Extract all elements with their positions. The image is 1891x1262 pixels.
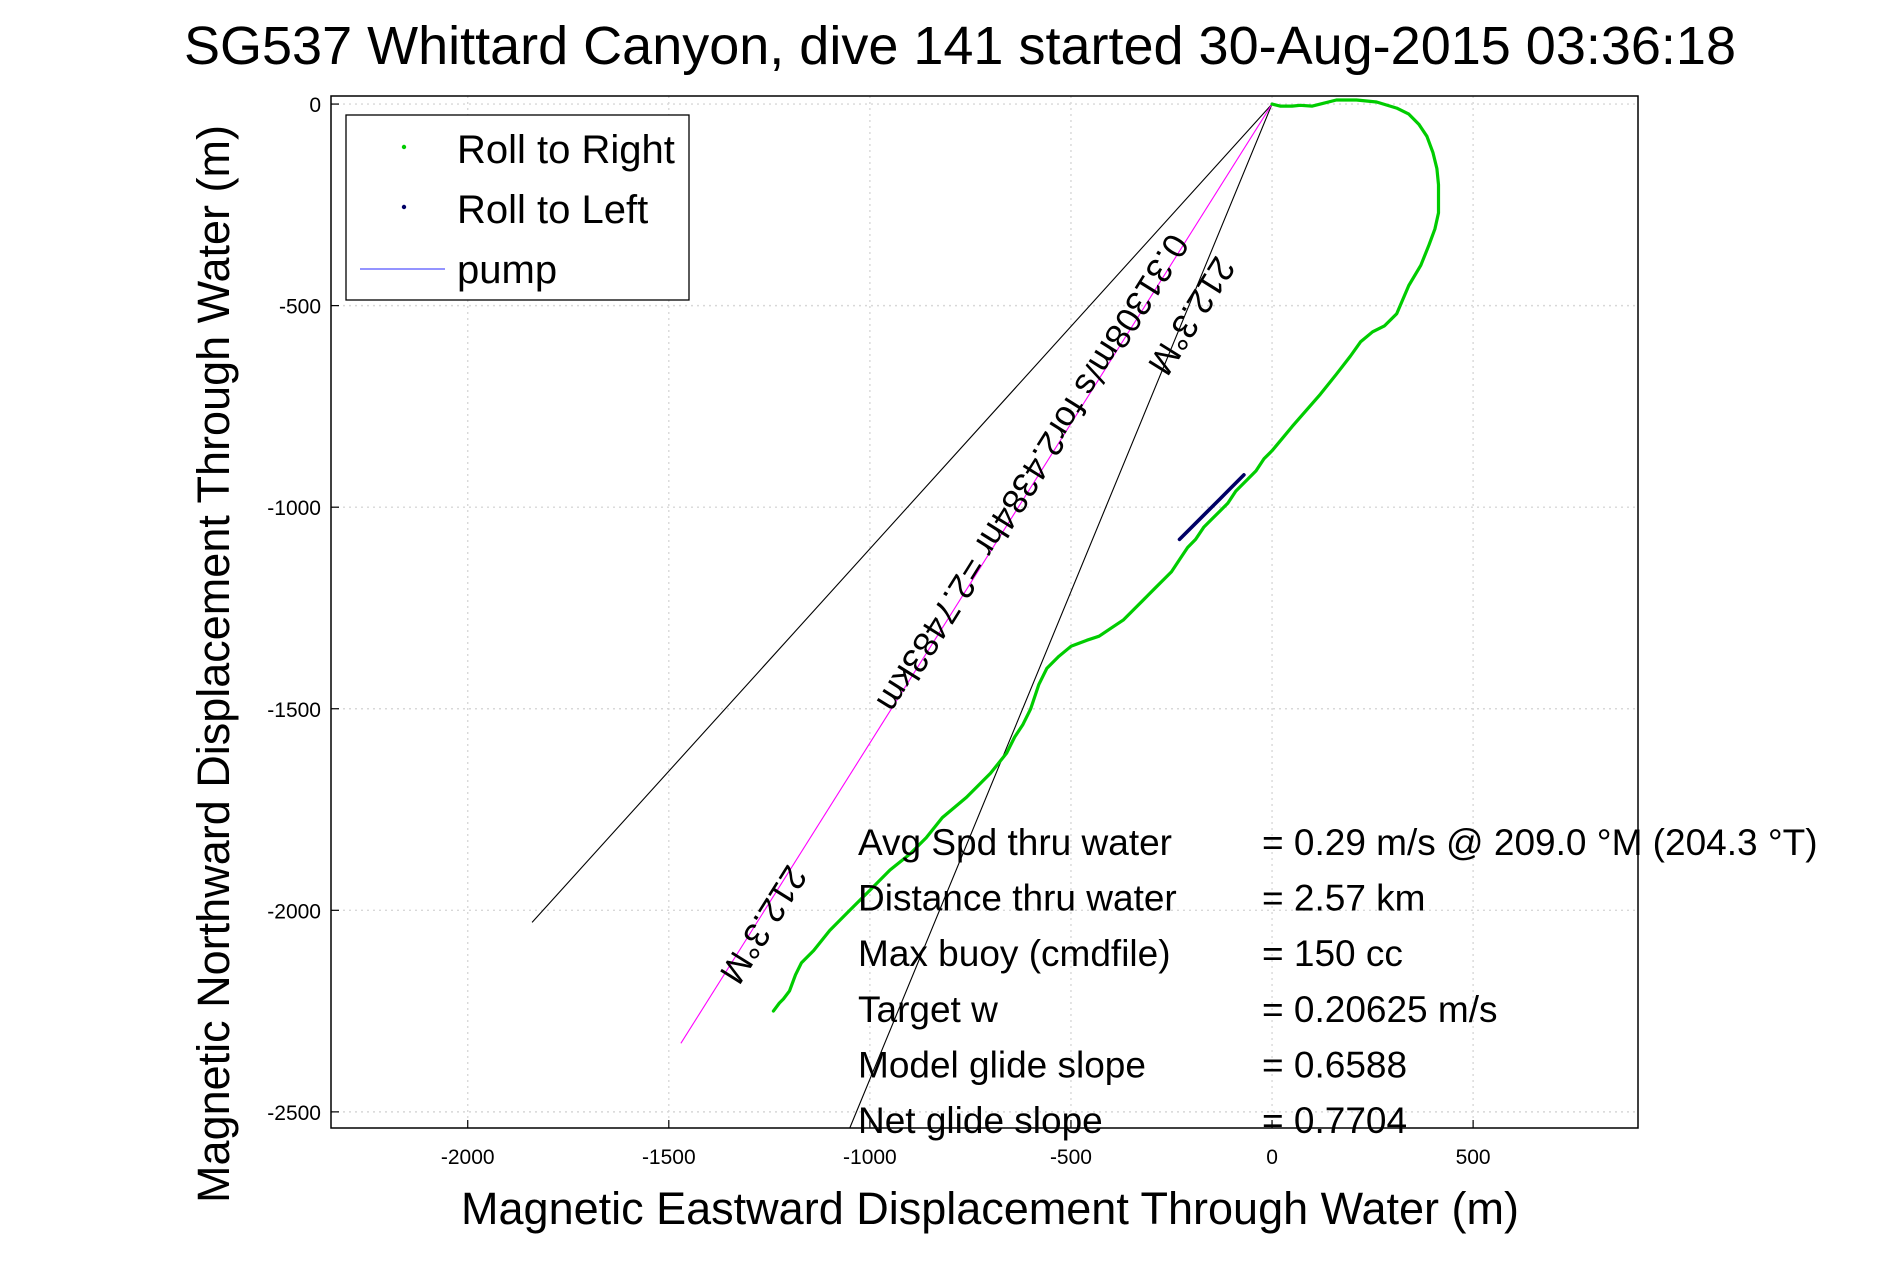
tick-labels: -2000 -1500 -1000 -500 0 500 0 -500 -1000 -1500 -2… — [267, 94, 1490, 1169]
legend-swatch — [401, 204, 407, 210]
legend-label: Roll to Right — [457, 128, 675, 172]
y-tick-label: -1000 — [267, 497, 321, 520]
y-tick-label: -500 — [279, 296, 321, 319]
x-tick-label: -500 — [1050, 1146, 1092, 1169]
heading-line — [680, 103, 1273, 1044]
heading-line — [849, 103, 1273, 1129]
y-tick-label: -2000 — [267, 900, 321, 923]
legend: Roll to Right Roll to Left pump — [345, 114, 690, 301]
annotation-label: Max buoy (cmdfile) — [858, 933, 1171, 974]
legend-swatch — [401, 144, 407, 150]
grid-layer — [331, 96, 1638, 1128]
annotation-value: = 150 cc — [1262, 933, 1403, 974]
series-layer — [771, 98, 1441, 1013]
chart-title: SG537 Whittard Canyon, dive 141 started … — [184, 16, 1736, 76]
annotation-label: Avg Spd thru water — [858, 822, 1172, 863]
series-line-roll-to-left — [1177, 473, 1246, 542]
heading-line — [531, 103, 1273, 923]
annotation-value: = 0.29 m/s @ 209.0 °M (204.3 °T) — [1262, 822, 1818, 863]
legend-label: Roll to Left — [457, 188, 648, 232]
x-axis-label: Magnetic Eastward Displacement Through W… — [461, 1183, 1519, 1234]
legend-label: pump — [457, 248, 557, 292]
x-tick-label: -1500 — [642, 1146, 696, 1169]
heading-lines — [531, 103, 1273, 1129]
y-axis-label: Magnetic Northward Displacement Through … — [188, 125, 239, 1203]
annotation-value: = 0.20625 m/s — [1262, 989, 1498, 1030]
annotation-label: Model glide slope — [858, 1044, 1146, 1085]
rotated-labels: 212.3°M0.31308m/s for2.4384hr =2.7483km2… — [712, 227, 1243, 990]
x-tick-label: -2000 — [441, 1146, 495, 1169]
y-tick-label: -2500 — [267, 1102, 321, 1125]
stats-annotations: Avg Spd thru water = 0.29 m/s @ 209.0 °M … — [858, 822, 1818, 1141]
annotation-value: = 0.6588 — [1262, 1044, 1407, 1085]
plot-area — [330, 95, 1639, 1129]
heading-label: 0.31308m/s for2.4384hr =2.7483km — [869, 227, 1196, 719]
x-tick-label: -1000 — [843, 1146, 897, 1169]
series-line-roll-to-right — [771, 98, 1441, 1013]
x-tick-label: 0 — [1266, 1146, 1278, 1169]
annotation-label: Distance thru water — [858, 878, 1177, 919]
x-tick-label: 500 — [1456, 1146, 1491, 1169]
annotation-label: Net glide slope — [858, 1100, 1103, 1141]
y-tick-label: 0 — [309, 94, 321, 117]
annotation-label: Target w — [858, 989, 998, 1030]
y-tick-label: -1500 — [267, 699, 321, 722]
annotation-value: = 0.7704 — [1262, 1100, 1407, 1141]
annotation-value: = 2.57 km — [1262, 878, 1426, 919]
